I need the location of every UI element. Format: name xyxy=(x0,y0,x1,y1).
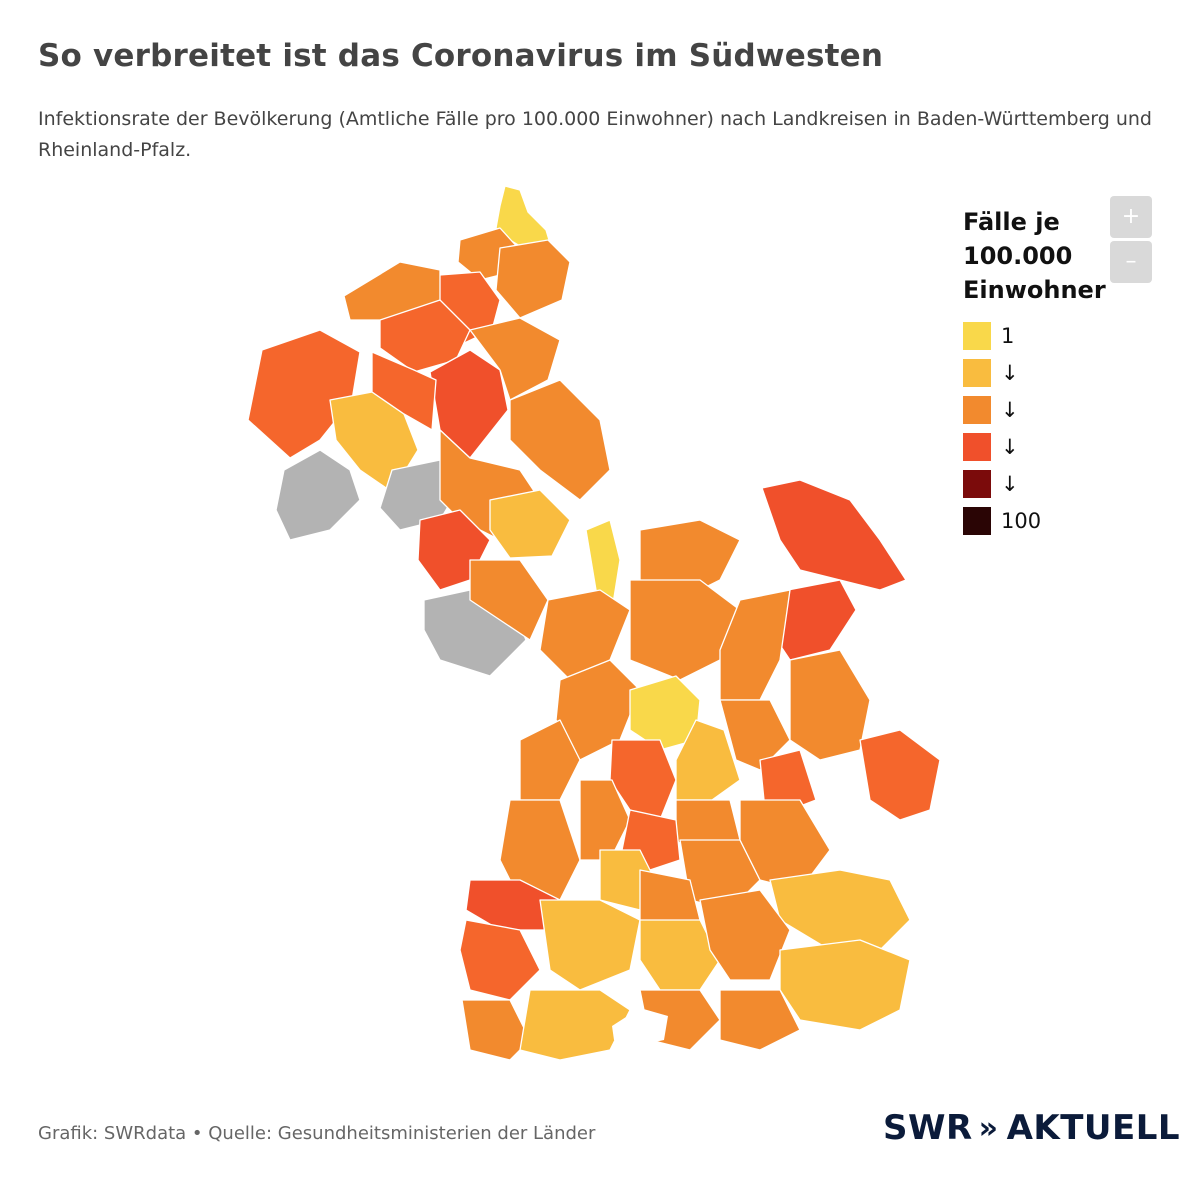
district-mainz-bingen[interactable]: Mainz-Bingen xyxy=(509,379,611,501)
district-vulkaneifel[interactable]: Vulkaneifel xyxy=(343,261,441,321)
district-ravensburg[interactable]: Ravensburg xyxy=(779,939,911,1031)
district-heidenheim[interactable]: Heidenheim xyxy=(859,729,941,821)
legend-label: ↓ xyxy=(1001,471,1019,496)
legend-item: ↓ xyxy=(963,354,1123,391)
legend-item: 100 xyxy=(963,502,1123,539)
legend-swatch xyxy=(963,395,991,424)
legend-swatch xyxy=(963,358,991,387)
legend-title-line: Einwohner xyxy=(963,276,1106,304)
district-cochem-zell[interactable]: Cochem-Zell xyxy=(371,351,437,431)
source-credit: Grafik: SWRdata • Quelle: Gesundheitsmin… xyxy=(38,1123,596,1144)
legend-swatch xyxy=(963,506,991,535)
district-breisgau-hochschwarzwald[interactable]: Breisgau-Hochschwarzwald xyxy=(459,919,541,1001)
district-rhein-pfalz-kreis[interactable]: Rhein-Pfalz-Kreis xyxy=(585,519,621,611)
legend-item: 1 xyxy=(963,317,1123,354)
lake-bodensee xyxy=(612,1008,668,1046)
legend-item: ↓ xyxy=(963,428,1123,465)
district-schwarzwald-baar-kreis[interactable]: Schwarzwald-Baar-Kreis xyxy=(539,899,641,991)
legend-label: ↓ xyxy=(1001,360,1019,385)
legend-item: ↓ xyxy=(963,465,1123,502)
logo-text-swr: SWR xyxy=(883,1108,973,1148)
page-subtitle: Infektionsrate der Bevölkerung (Amtliche… xyxy=(38,108,1152,161)
legend-title-line: Fälle je xyxy=(963,208,1060,236)
logo-text-aktuell: AKTUELL xyxy=(1006,1108,1181,1148)
district-bodenseekreis[interactable]: Bodenseekreis xyxy=(719,989,801,1051)
district-biberach[interactable]: Biberach xyxy=(769,869,911,951)
page-title: So verbreitet ist das Coronavirus im Süd… xyxy=(38,38,884,74)
legend-label: 100 xyxy=(1001,508,1042,533)
district-lörrach[interactable]: Lörrach xyxy=(461,999,531,1061)
legend-label: 1 xyxy=(1001,323,1015,348)
legend-label: ↓ xyxy=(1001,397,1019,422)
swr-aktuell-logo: SWR » AKTUELL xyxy=(883,1108,1180,1148)
district-waldshut[interactable]: Waldshut xyxy=(519,989,631,1061)
district-rhein-hunsrück-kreis[interactable]: Rhein-Hunsrück-Kreis xyxy=(469,317,561,401)
district-westerwaldkreis[interactable]: Westerwaldkreis xyxy=(495,239,571,319)
district-sigmaringen[interactable]: Sigmaringen xyxy=(699,889,791,981)
district-südliche-weinstraße[interactable]: Südliche Weinstraße xyxy=(469,559,549,641)
zoom-out-button[interactable]: – xyxy=(1110,241,1152,283)
logo-arrows-icon: » xyxy=(978,1110,999,1146)
district-trier-saarburg[interactable]: Trier-Saarburg xyxy=(275,449,361,541)
district-rastatt[interactable]: Rastatt xyxy=(519,719,581,801)
legend-swatch xyxy=(963,469,991,498)
legend-title-line: 100.000 xyxy=(963,242,1073,270)
zoom-in-button[interactable]: + xyxy=(1110,196,1152,238)
district-freudenstadt[interactable]: Freudenstadt xyxy=(579,779,631,861)
legend-item: ↓ xyxy=(963,391,1123,428)
legend-label: ↓ xyxy=(1001,434,1019,459)
legend-title: Fälle je 100.000 Einwohner xyxy=(963,205,1123,307)
legend-swatch xyxy=(963,432,991,461)
district-alzey-worms[interactable]: Alzey-Worms xyxy=(489,489,571,559)
district-ostalbkreis[interactable]: Ostalbkreis xyxy=(789,649,871,761)
district-main-tauber-kreis[interactable]: Main-Tauber-Kreis xyxy=(761,479,907,591)
district-rems-murr-kreis[interactable]: Rems-Murr-Kreis xyxy=(719,699,791,771)
legend-swatch xyxy=(963,321,991,350)
map-legend: Fälle je 100.000 Einwohner 1 ↓ ↓ ↓ ↓ 100 xyxy=(963,205,1123,539)
